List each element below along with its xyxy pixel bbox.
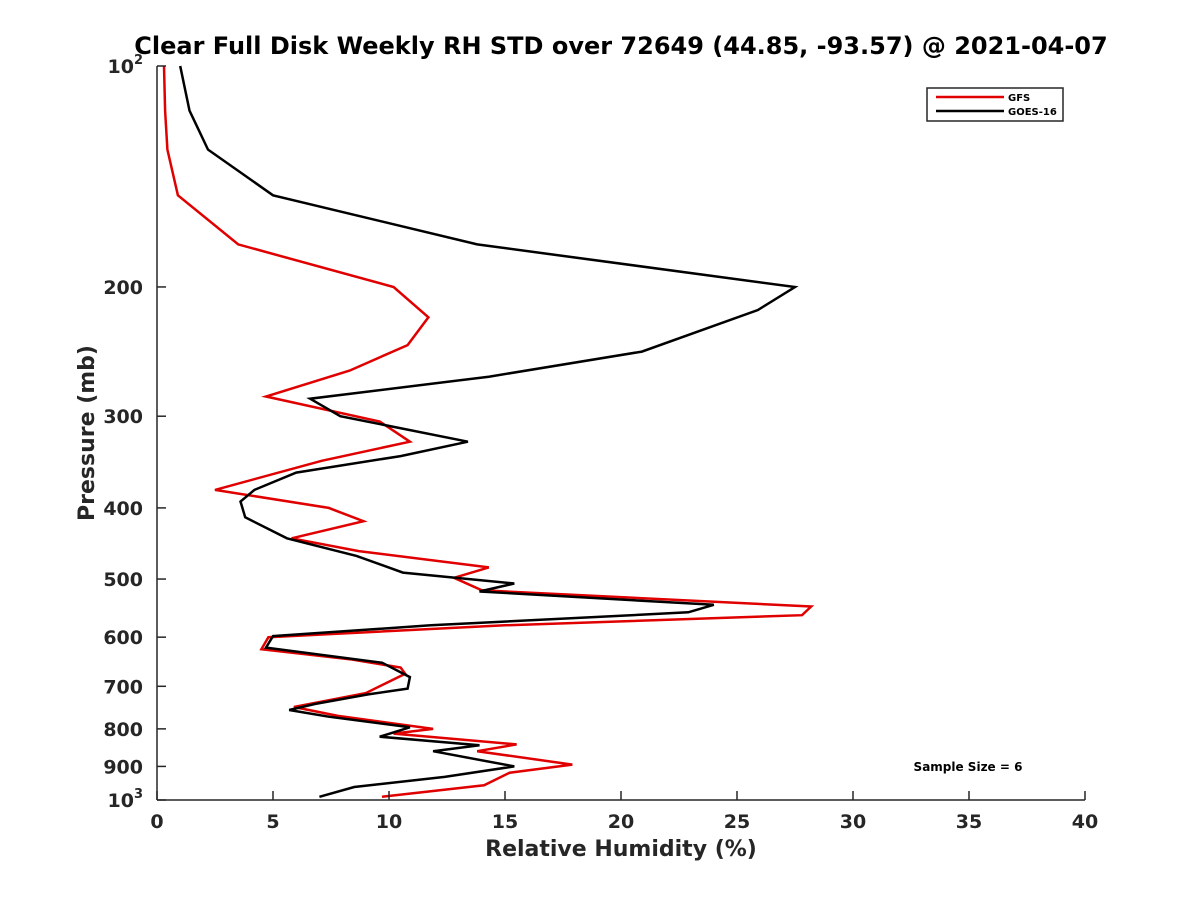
y-tick-label: 600 [103,627,143,649]
chart-title: Clear Full Disk Weekly RH STD over 72649… [134,32,1107,60]
x-tick-label: 10 [376,811,402,833]
y-tick-label: 103 [108,787,144,812]
y-tick-label: 102 [108,53,144,78]
x-tick-label: 15 [492,811,518,833]
y-tick-label: 800 [103,719,143,741]
y-axis-label: Pressure (mb) [75,345,100,521]
y-tick-label: 500 [103,569,143,591]
legend-box [926,87,1064,122]
legend-label-gfs: GFS [1008,93,1030,104]
legend-label-goes16: GOES-16 [1008,107,1057,118]
plot-area: 0 5 10 15 20 25 30 35 40 102 200 300 400 500 600 700 800… [103,53,1098,833]
series-layer [162,65,815,799]
y-tick-label: 200 [103,277,143,299]
axes-layer: 0 5 10 15 20 25 30 35 40 102 200 300 400 500 600 700 800… [103,53,1098,833]
y-tick-label: 400 [103,498,143,520]
x-tick-label: 0 [150,811,163,833]
x-tick-label: 25 [724,811,750,833]
series-line-goes-16 [178,65,799,799]
legend: GFS GOES-16 [926,87,1064,122]
x-axis-label: Relative Humidity (%) [485,837,757,862]
x-tick-label: 20 [608,811,634,833]
x-tick-label: 40 [1072,811,1098,833]
x-tick-label: 35 [956,811,982,833]
y-tick-label: 700 [103,676,143,698]
y-tick-label: 300 [103,406,143,428]
y-tick-label: 900 [103,756,143,778]
x-tick-label: 30 [840,811,866,833]
x-tick-label: 5 [266,811,279,833]
sample-size-annotation: Sample Size = 6 [914,760,1023,774]
series-line-gfs [162,65,815,799]
